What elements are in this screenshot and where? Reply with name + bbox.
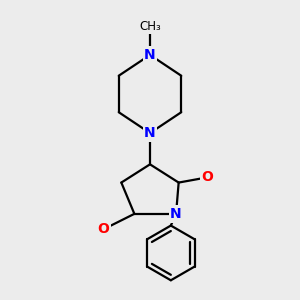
Text: N: N xyxy=(170,207,182,221)
Text: O: O xyxy=(97,223,109,236)
Text: N: N xyxy=(144,126,156,140)
Text: CH₃: CH₃ xyxy=(139,20,161,33)
Text: O: O xyxy=(201,170,213,184)
Text: N: N xyxy=(144,48,156,62)
